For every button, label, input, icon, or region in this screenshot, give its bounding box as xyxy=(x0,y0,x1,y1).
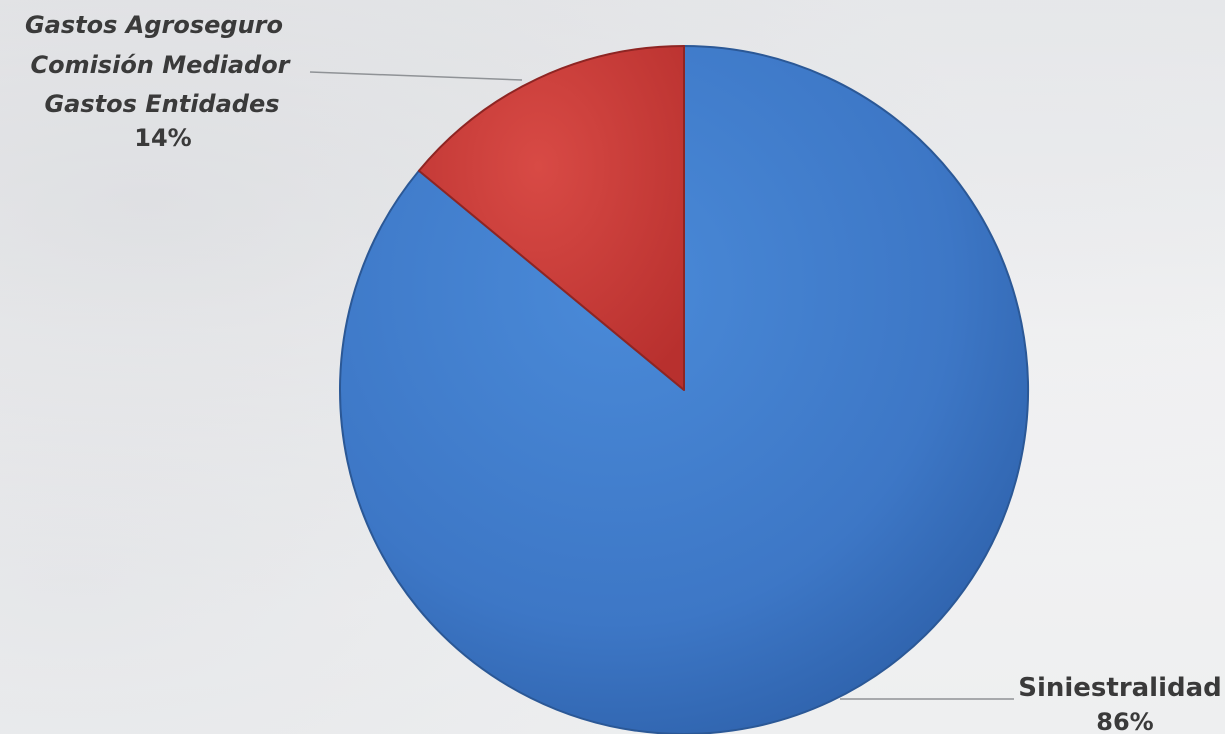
slice-label-siniestralidad: Siniestralidad xyxy=(1018,673,1222,703)
slice-label-gastos-line-3: Gastos Entidades xyxy=(44,90,279,118)
slice-label-gastos-line-2: Comisión Mediador xyxy=(30,51,291,79)
leader-line-gastos xyxy=(309,71,523,81)
pie-slices xyxy=(339,45,1029,734)
pie-slice-gastos xyxy=(417,45,685,391)
slice-value-siniestralidad: 86% xyxy=(1096,708,1153,734)
slice-value-gastos: 14% xyxy=(134,124,191,152)
slice-label-gastos-line-1: Gastos Agroseguro xyxy=(25,11,283,39)
